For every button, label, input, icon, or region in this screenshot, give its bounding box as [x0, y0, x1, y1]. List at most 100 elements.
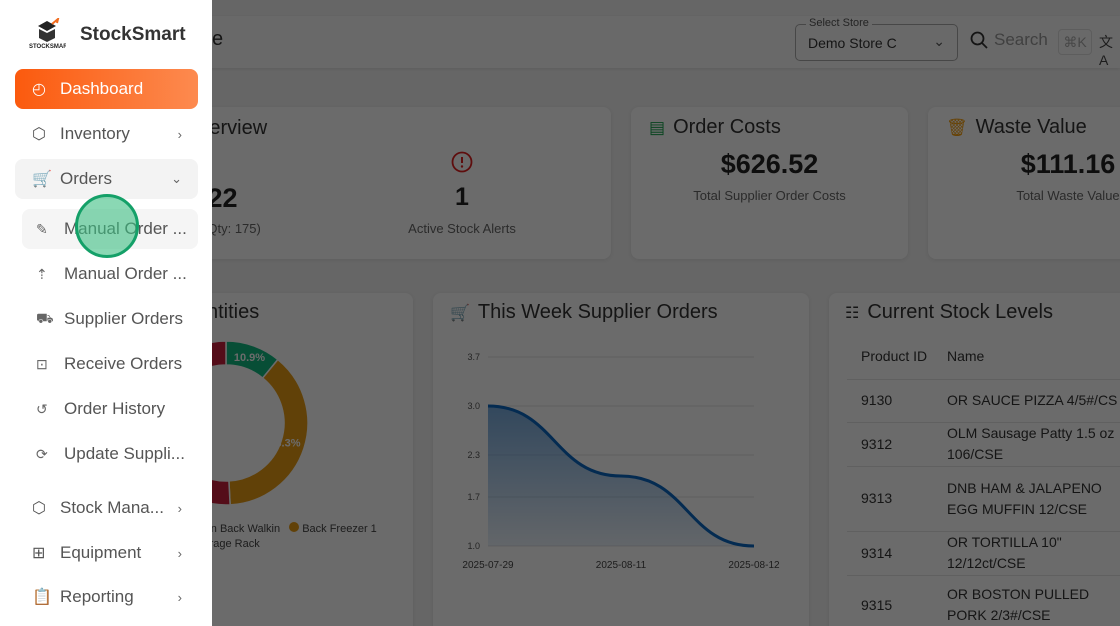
product-id-cell: 9314 — [847, 531, 933, 576]
table-header-row: Product ID Name — [847, 335, 1120, 380]
legend-item: Back Freezer 1 — [302, 523, 377, 535]
column-header: Product ID — [847, 335, 933, 380]
table-body: 9130 OR SAUCE PIZZA 4/5#/CS 9312 OLM Sausag… — [847, 379, 1120, 626]
waste-header: 🗑 Waste Value — [946, 116, 1087, 139]
table-row[interactable]: 9313 DNB HAM & JALAPENO EGG MUFFIN 12/CSE — [847, 466, 1120, 532]
dimmed-main-content[interactable]: e Select Store Demo Store C ⌄ Search ⌘K … — [212, 0, 1120, 626]
y-tick-label: 1.0 — [467, 541, 480, 551]
list-icon: ☷ — [845, 304, 860, 322]
upload-icon: ⇡ — [36, 265, 48, 282]
top-header: e Select Store Demo Store C ⌄ Search ⌘K … — [212, 16, 1120, 68]
chevron-down-icon: ⌄ — [171, 171, 182, 186]
alerts-value: 1 — [455, 183, 469, 211]
legend-item: Storage Rack — [212, 538, 260, 550]
store-select-label: Select Store — [806, 17, 872, 29]
y-tick-label: 2.3 — [467, 450, 480, 460]
sidebar-subitem-supplier-orders[interactable]: ⛟ Supplier Orders — [22, 299, 198, 339]
clipboard-icon: 📋 — [32, 589, 52, 606]
svg-text:STOCKSMART: STOCKSMART — [29, 44, 66, 50]
slice-label: 10.9% — [234, 352, 265, 364]
sidebar-item-equipment[interactable]: ⊞ Equipment › — [15, 533, 198, 573]
y-tick-label: 3.7 — [467, 352, 480, 362]
dashboard-content: e Select Store Demo Store C ⌄ Search ⌘K … — [212, 0, 1120, 626]
overview-title: Inventory Overview — [212, 117, 268, 139]
chevron-right-icon: › — [177, 126, 182, 142]
shortcut-badge: ⌘K — [1058, 29, 1092, 55]
supplier-orders-card: 🛒 This Week Supplier Orders 3.7 3.0 2.3 1.7 1… — [433, 293, 809, 626]
search-button[interactable]: Search — [970, 30, 1048, 50]
cart-icon: 🛒 — [32, 171, 52, 188]
table-row[interactable]: 9312 OLM Sausage Patty 1.5 oz 106/CSE — [847, 422, 1120, 467]
chevron-right-icon: › — [177, 589, 182, 605]
table-row[interactable]: 9314 OR TORTILLA 10" 12/12ct/CSE — [847, 531, 1120, 576]
sidebar-subitem-manual-order-upload[interactable]: ⇡ Manual Order ... — [22, 254, 198, 294]
product-id-cell: 9313 — [847, 466, 933, 532]
refresh-icon: ⟳ — [36, 445, 48, 462]
stocksmart-logo: STOCKSMART — [29, 18, 66, 50]
y-tick-label: 3.0 — [467, 401, 480, 411]
overview-value: $0.22 — [212, 183, 238, 213]
sidebar-item-inventory[interactable]: ⬡ Inventory › — [15, 114, 198, 154]
sidebar-subitem-update-suppliers[interactable]: ⟳ Update Suppli... — [22, 434, 198, 474]
donut-chart: 10.9% 38.3% — [212, 340, 309, 506]
sidebar-item-label: Stock Mana... — [60, 498, 164, 517]
donut-legend: Main Back Walkin Back Freezer 1 Storage … — [212, 522, 377, 552]
y-tick-label: 1.7 — [467, 492, 480, 502]
sidebar-item-stock-management[interactable]: ⬡ Stock Mana... › — [15, 488, 198, 528]
table-row[interactable]: 9315 OR BOSTON PULLED PORK 2/3#/CSE — [847, 575, 1120, 626]
table-row[interactable]: 9130 OR SAUCE PIZZA 4/5#/CS — [847, 379, 1120, 423]
legend-item: Main Back Walkin — [212, 523, 281, 535]
sidebar-subitem-order-history[interactable]: ↺ Order History — [22, 389, 198, 429]
chevron-right-icon: › — [177, 500, 182, 516]
gauge-icon: ◴ — [32, 81, 46, 98]
overview-card: Inventory Overview $0.22 Total Inventory… — [212, 107, 611, 259]
x-tick-label: 2025-07-29 — [462, 560, 514, 571]
layout-icon: ⊞ — [32, 545, 46, 562]
sidebar-item-reporting[interactable]: 📋 Reporting › — [15, 577, 198, 617]
search-placeholder: Search — [994, 30, 1048, 49]
slice-label: 38.3% — [269, 437, 300, 449]
order-costs-title: Order Costs — [673, 116, 781, 138]
stock-levels-title: Current Stock Levels — [867, 301, 1053, 323]
box-icon: ⬡ — [32, 500, 46, 517]
waste-value: $111.16 — [1020, 149, 1116, 179]
alert-icon — [451, 151, 473, 173]
sidebar-item-label: Manual Order ... — [64, 264, 187, 283]
sidebar-item-label: Update Suppli... — [64, 444, 185, 463]
x-tick-label: 2025-08-11 — [596, 560, 647, 571]
inbox-icon: ⊡ — [36, 355, 48, 372]
stock-levels-header: ☷ Current Stock Levels — [845, 301, 1053, 324]
quantities-card: Location Quantities 10.9% 38.3% Main Back… — [212, 293, 413, 626]
supplier-orders-header: 🛒 This Week Supplier Orders — [450, 301, 718, 324]
translate-icon[interactable]: 文A — [1099, 34, 1113, 68]
history-icon: ↺ — [36, 400, 48, 417]
donut-slice — [212, 340, 231, 506]
sidebar-subitem-receive-orders[interactable]: ⊡ Receive Orders — [22, 344, 198, 384]
sidebar-item-dashboard[interactable]: ◴ Dashboard — [15, 69, 198, 109]
order-costs-label: Total Supplier Order Costs — [693, 188, 846, 203]
chevron-down-icon: ⌄ — [933, 33, 945, 49]
trash-icon: 🗑 — [946, 117, 968, 137]
stock-levels-card: ☷ Current Stock Levels Product ID Name 91… — [829, 293, 1120, 626]
store-select-value: Demo Store C — [808, 35, 897, 51]
donut-slice — [228, 358, 309, 506]
pencil-icon: ✎ — [36, 220, 48, 237]
receipt-icon: ▤ — [649, 117, 666, 137]
cart-icon: 🛒 — [450, 304, 470, 322]
store-select[interactable]: Select Store Demo Store C ⌄ — [795, 17, 958, 61]
truck-icon: ⛟ — [36, 309, 54, 326]
order-costs-card: ▤ Order Costs $626.52 Total Supplier Orde… — [631, 107, 908, 259]
stock-table: Product ID Name 9130 OR SAUCE PIZZA 4/5#/… — [847, 335, 1120, 626]
sidebar: STOCKSMART StockSmart ◴ Dashboard ⬡ Invent… — [0, 0, 212, 626]
supplier-orders-title: This Week Supplier Orders — [477, 301, 718, 323]
click-indicator — [75, 194, 139, 258]
overview-value-sub: Total Inventory Value (Qty: 175) — [212, 221, 261, 236]
order-costs-value: $626.52 — [720, 149, 819, 179]
product-id-cell: 9312 — [847, 422, 933, 467]
product-name-cell: OR BOSTON PULLED PORK 2/3#/CSE — [933, 575, 1120, 626]
product-id-cell: 9130 — [847, 379, 933, 423]
sidebar-item-label: Supplier Orders — [64, 309, 184, 328]
sidebar-item-orders[interactable]: 🛒 Orders ⌄ — [15, 159, 198, 199]
quantities-title: Location Quantities — [212, 301, 260, 323]
sidebar-item-label: Equipment — [60, 543, 142, 562]
